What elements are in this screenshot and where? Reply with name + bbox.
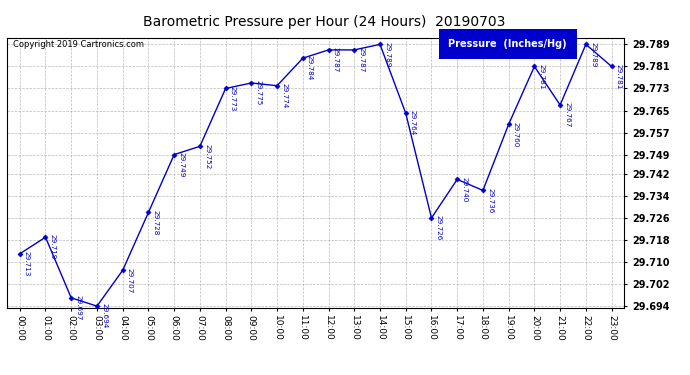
Text: Barometric Pressure per Hour (24 Hours)  20190703: Barometric Pressure per Hour (24 Hours) …	[143, 15, 506, 29]
Text: 29.789: 29.789	[384, 42, 390, 67]
Text: 29.740: 29.740	[462, 177, 467, 202]
Text: 29.752: 29.752	[204, 144, 210, 169]
Text: 29.787: 29.787	[358, 47, 364, 72]
Text: 29.736: 29.736	[487, 188, 493, 213]
Text: 29.787: 29.787	[333, 47, 339, 72]
Text: 29.707: 29.707	[127, 267, 133, 293]
Text: 29.775: 29.775	[255, 80, 262, 105]
Text: Copyright 2019 Cartronics.com: Copyright 2019 Cartronics.com	[13, 40, 144, 49]
Text: 29.713: 29.713	[24, 251, 30, 276]
Text: 29.694: 29.694	[101, 303, 107, 329]
Text: 29.764: 29.764	[410, 111, 416, 136]
Text: 29.719: 29.719	[50, 234, 56, 260]
Text: 29.767: 29.767	[564, 102, 571, 128]
Text: 29.749: 29.749	[178, 152, 184, 177]
Text: Pressure  (Inches/Hg): Pressure (Inches/Hg)	[448, 39, 567, 49]
Text: 29.697: 29.697	[75, 295, 81, 321]
Text: 29.773: 29.773	[230, 86, 236, 111]
Text: 29.774: 29.774	[282, 83, 287, 108]
Text: 29.781: 29.781	[539, 64, 544, 89]
Text: 29.784: 29.784	[307, 56, 313, 81]
Text: 29.789: 29.789	[590, 42, 596, 67]
Text: 29.781: 29.781	[615, 64, 622, 89]
Text: 29.760: 29.760	[513, 122, 519, 147]
Text: 29.726: 29.726	[435, 215, 442, 240]
Text: 29.728: 29.728	[152, 210, 159, 235]
